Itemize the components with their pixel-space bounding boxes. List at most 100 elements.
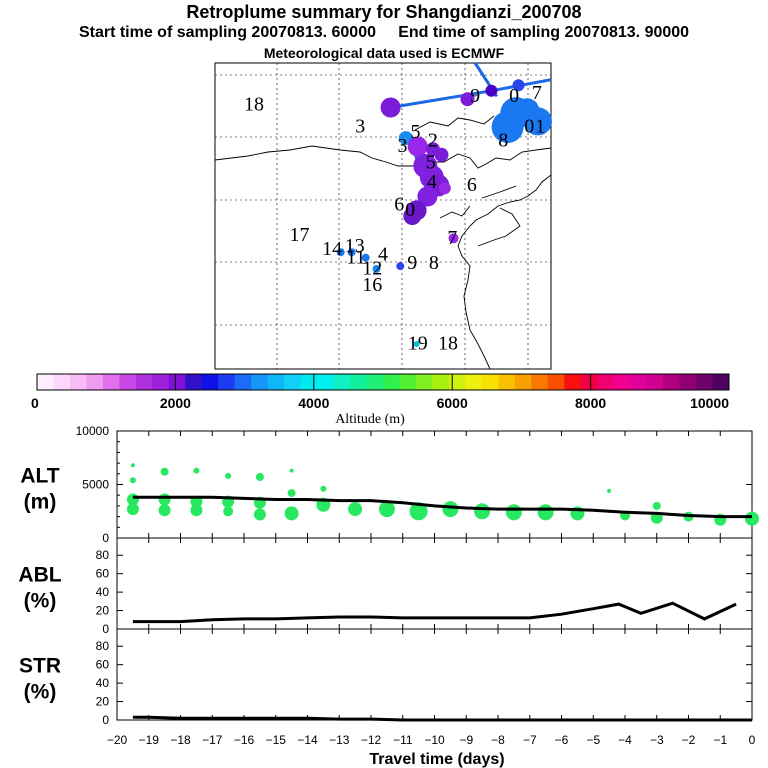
colorbar-cell	[168, 374, 186, 390]
scatter-point	[129, 477, 136, 484]
plume-markers	[336, 79, 552, 347]
colorbar-label: 8000	[575, 395, 606, 411]
series-line	[132, 715, 752, 722]
station-label: 8	[429, 252, 439, 274]
x-axis-label: Travel time (days)	[369, 751, 504, 768]
scatter-point	[287, 489, 296, 498]
x-tick-label: −16	[234, 733, 255, 747]
plume-marker	[403, 207, 422, 225]
station-label: 7	[532, 82, 542, 104]
colorbar-cell	[613, 374, 631, 390]
colorbar-title: Altitude (m)	[335, 412, 405, 427]
x-tick-label: −5	[586, 733, 600, 747]
colorbar-cell	[663, 374, 680, 390]
colorbar-cell	[580, 374, 598, 390]
station-label: 8	[498, 130, 508, 152]
y-axis-label: ABL (%)	[18, 564, 61, 613]
colorbar-label: 10000	[690, 395, 729, 411]
colorbar-label: 6000	[437, 395, 468, 411]
colorbar-cell	[481, 374, 499, 390]
x-tick-label: −10	[424, 733, 445, 747]
colorbar-cell	[415, 374, 433, 390]
plume-marker	[438, 182, 451, 195]
colorbar-cell	[564, 374, 582, 390]
scatter-point	[409, 502, 428, 521]
station-label: 18	[438, 333, 458, 355]
station-label: 12	[362, 257, 382, 279]
scatter-point	[223, 506, 234, 517]
scatter-point	[348, 502, 363, 517]
plume-marker	[515, 98, 540, 123]
colorbar-cell	[267, 374, 285, 390]
plume-marker	[380, 97, 401, 118]
start-value: 20070813. 60000	[251, 24, 376, 41]
station-label: 6	[394, 193, 404, 215]
x-tick-label: −7	[523, 733, 537, 747]
colorbar-cell	[53, 374, 71, 390]
colorbar-cell	[102, 374, 120, 390]
colorbar-cell	[366, 374, 384, 390]
scatter-point	[652, 501, 661, 510]
scatter-point	[193, 467, 200, 474]
colorbar-cell	[399, 374, 417, 390]
x-tick-label: −3	[650, 733, 664, 747]
colorbar-cell	[185, 374, 203, 390]
x-tick-label: −20	[107, 733, 128, 747]
station-label: 14	[322, 238, 342, 260]
plume-marker	[417, 186, 438, 207]
station-label: 0	[524, 116, 534, 138]
station-label: 0	[405, 199, 415, 221]
scatter-point	[378, 501, 395, 518]
station-label: 6	[467, 174, 477, 196]
scatter-point	[130, 463, 135, 468]
plume-marker	[512, 79, 525, 92]
y-tick-label: 80	[96, 639, 110, 653]
station-label: 4	[378, 244, 388, 266]
colorbar-cell	[135, 374, 153, 390]
y-tick-label: 40	[96, 585, 110, 599]
station-label: 1	[535, 116, 545, 138]
start-label: Start time of sampling	[78, 24, 247, 41]
station-label: 11	[346, 246, 365, 268]
colorbar-cell	[383, 374, 400, 390]
plume-marker	[336, 248, 345, 257]
colorbar-label: 4000	[298, 395, 329, 411]
plume-marker	[448, 233, 459, 244]
y-tick-label: 10000	[76, 424, 110, 438]
station-label: 7	[447, 227, 457, 249]
station-label: 5	[426, 152, 436, 174]
y-axis-label-line: ABL	[18, 564, 61, 587]
station-label: 16	[362, 274, 382, 296]
x-tick-label: −14	[297, 733, 318, 747]
series-line	[132, 495, 752, 519]
x-tick-label: −2	[682, 733, 696, 747]
scatter-point	[442, 501, 459, 518]
colorbar-cell	[300, 374, 318, 390]
scatter-point	[160, 467, 169, 476]
scatter-point	[320, 485, 327, 492]
plume-marker	[434, 147, 449, 162]
scatter-point	[284, 506, 299, 521]
plume-marker	[485, 84, 498, 97]
y-tick-label: 5000	[82, 478, 109, 492]
panel-frame	[116, 537, 753, 630]
x-tick-label: −6	[555, 733, 569, 747]
station-label: 13	[345, 235, 365, 257]
station-label: 4	[427, 171, 437, 193]
colorbar-cell	[630, 374, 648, 390]
x-tick-label: −1	[713, 733, 727, 747]
y-tick-label: 40	[96, 676, 110, 690]
colorbar-cell	[547, 374, 565, 390]
plume-marker	[413, 341, 420, 347]
colorbar-cell	[712, 374, 730, 390]
colorbar-cell	[531, 374, 549, 390]
scatter-point	[225, 472, 232, 479]
colorbar-cell	[234, 374, 252, 390]
y-axis-label-line: (%)	[24, 681, 57, 704]
colorbar-cell	[119, 374, 137, 390]
y-axis-label-line: STR	[19, 655, 61, 678]
x-tick-label: −17	[202, 733, 223, 747]
colorbar-cell	[646, 374, 664, 390]
colorbar-cell	[152, 374, 170, 390]
